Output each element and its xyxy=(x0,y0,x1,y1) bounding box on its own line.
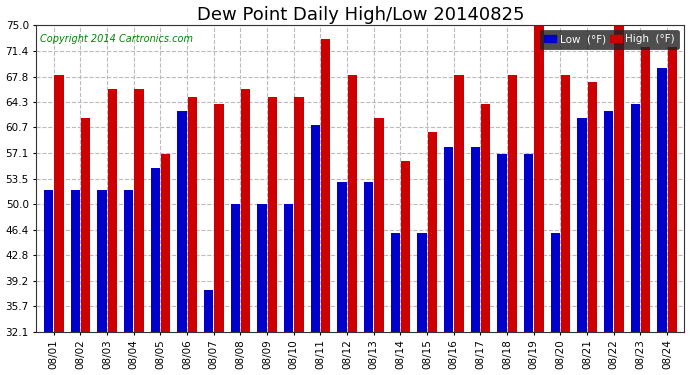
Bar xyxy=(454,75,464,332)
Bar xyxy=(551,232,560,332)
Bar xyxy=(524,154,533,332)
Bar xyxy=(374,118,384,332)
Bar xyxy=(337,183,346,332)
Bar xyxy=(578,118,586,332)
Bar xyxy=(44,190,53,332)
Bar xyxy=(471,147,480,332)
Bar xyxy=(55,75,63,332)
Bar xyxy=(417,232,426,332)
Bar xyxy=(348,75,357,332)
Bar xyxy=(667,46,677,332)
Bar xyxy=(204,290,213,332)
Bar xyxy=(444,147,453,332)
Bar xyxy=(268,97,277,332)
Bar xyxy=(150,168,160,332)
Bar xyxy=(534,25,544,332)
Bar xyxy=(161,154,170,332)
Bar xyxy=(641,46,650,332)
Bar xyxy=(124,190,133,332)
Bar xyxy=(321,39,331,332)
Bar xyxy=(364,183,373,332)
Title: Dew Point Daily High/Low 20140825: Dew Point Daily High/Low 20140825 xyxy=(197,6,524,24)
Legend: Low  (°F), High  (°F): Low (°F), High (°F) xyxy=(540,30,679,49)
Bar xyxy=(257,204,267,332)
Bar xyxy=(391,232,400,332)
Bar xyxy=(134,90,144,332)
Bar xyxy=(188,97,197,332)
Bar xyxy=(508,75,517,332)
Bar xyxy=(241,90,250,332)
Bar xyxy=(587,82,597,332)
Bar xyxy=(401,161,410,332)
Bar xyxy=(97,190,107,332)
Bar xyxy=(561,75,570,332)
Bar xyxy=(70,190,80,332)
Bar xyxy=(604,111,613,332)
Bar xyxy=(497,154,506,332)
Bar xyxy=(81,118,90,332)
Bar xyxy=(631,104,640,332)
Bar xyxy=(310,125,320,332)
Bar xyxy=(481,104,490,332)
Bar xyxy=(177,111,187,332)
Bar xyxy=(294,97,304,332)
Bar xyxy=(428,132,437,332)
Bar xyxy=(230,204,240,332)
Bar xyxy=(614,25,624,332)
Bar xyxy=(214,104,224,332)
Bar xyxy=(658,68,667,332)
Bar xyxy=(108,90,117,332)
Text: Copyright 2014 Cartronics.com: Copyright 2014 Cartronics.com xyxy=(40,34,193,44)
Bar xyxy=(284,204,293,332)
